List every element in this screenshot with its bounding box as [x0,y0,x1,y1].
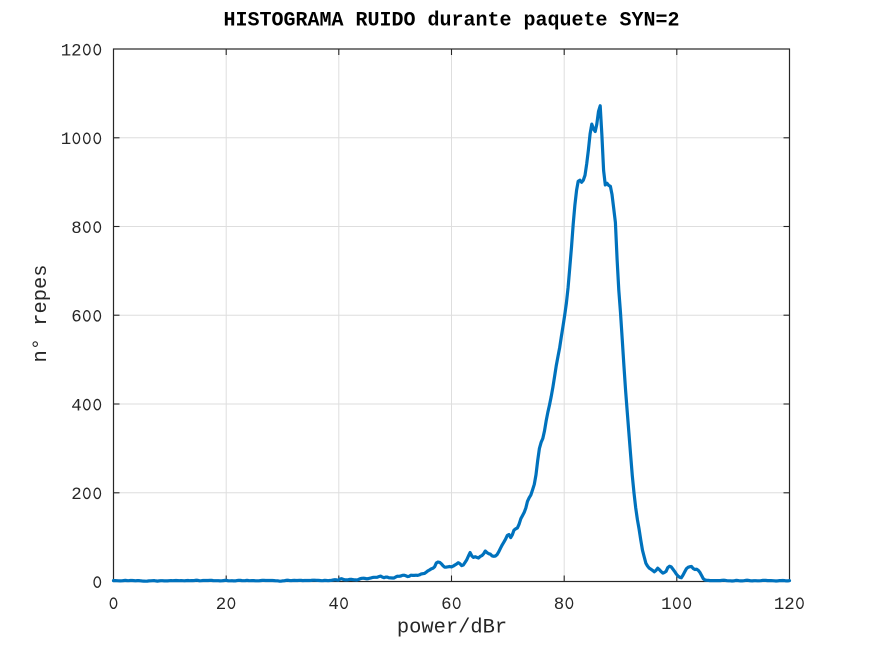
svg-text:2: 2 [71,486,102,505]
svg-text:6: 6 [71,309,102,328]
svg-text:1: 1 [661,596,692,615]
svg-text:2: 2 [216,596,237,615]
svg-text:12: 12 [774,596,805,615]
svg-text:power/dBr: power/dBr [397,617,507,640]
svg-text:n° repes: n° repes [30,265,53,363]
svg-text:HISTOGRAMA RUIDO durante paque: HISTOGRAMA RUIDO durante paquete SYN=2 [223,10,679,33]
svg-text:1: 1 [61,131,103,150]
svg-text:4: 4 [71,397,102,416]
svg-text:4: 4 [328,596,349,615]
svg-text:8: 8 [554,596,575,615]
svg-text:8: 8 [71,220,102,239]
svg-text:12: 12 [61,42,103,61]
svg-text:6: 6 [441,596,462,615]
